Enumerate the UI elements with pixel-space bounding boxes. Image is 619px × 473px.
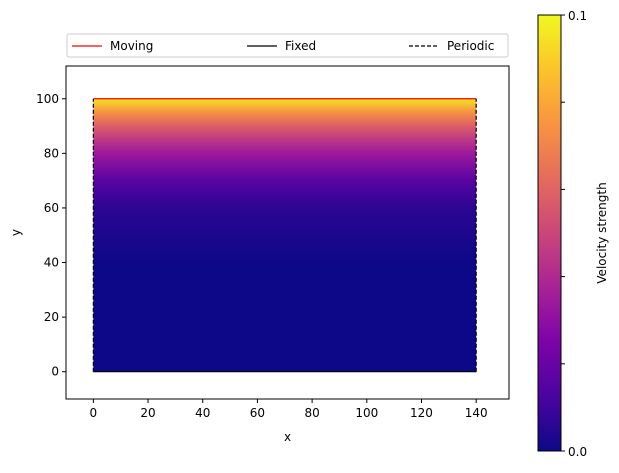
axes-frame — [65, 65, 510, 400]
legend-entry-fixed: Fixed — [247, 39, 316, 53]
y-tick-label: 40 — [44, 256, 59, 270]
y-tick-label: 80 — [44, 146, 59, 160]
velocity-field — [93, 98, 477, 372]
x-tick-label: 100 — [355, 406, 378, 420]
y-axis-ticks: 0 20 40 60 80 100 — [36, 92, 66, 379]
x-tick-label: 120 — [410, 406, 433, 420]
legend: Moving Fixed Periodic — [66, 33, 509, 58]
legend-entry-periodic: Periodic — [409, 39, 494, 53]
x-axis-label: x — [284, 430, 291, 444]
x-tick-label: 20 — [140, 406, 155, 420]
legend-label: Moving — [110, 39, 153, 53]
colorbar-ticks: 0.0 0.1 — [561, 9, 587, 459]
colorbar-tick-label: 0.0 — [568, 445, 587, 459]
colorbar-gradient-bar — [538, 15, 561, 451]
y-tick-label: 100 — [36, 92, 59, 106]
main-axes: 0 20 40 60 80 100 120 140 0 20 40 60 80 100 x y — [9, 65, 510, 444]
x-axis-ticks: 0 20 40 60 80 100 120 140 — [90, 399, 488, 420]
colorbar-label: Velocity strength — [595, 182, 609, 283]
legend-entry-moving: Moving — [72, 39, 153, 53]
colorbar-tick-label: 0.1 — [568, 9, 587, 23]
x-tick-label: 140 — [465, 406, 488, 420]
legend-box — [66, 33, 509, 58]
x-tick-label: 0 — [90, 406, 98, 420]
y-tick-label: 0 — [51, 365, 59, 379]
legend-entries: Moving Fixed Periodic — [72, 39, 494, 53]
y-tick-label: 20 — [44, 310, 59, 324]
x-tick-label: 40 — [195, 406, 210, 420]
legend-label: Periodic — [447, 39, 494, 53]
x-tick-label: 80 — [304, 406, 319, 420]
y-axis-label: y — [9, 229, 23, 236]
x-tick-label: 60 — [250, 406, 265, 420]
legend-label: Fixed — [285, 39, 316, 53]
y-tick-label: 60 — [44, 201, 59, 215]
colorbar-frame — [537, 14, 562, 452]
boundary-lines — [92, 98, 477, 373]
colorbar: 0.0 0.1 Velocity strength — [537, 9, 609, 459]
